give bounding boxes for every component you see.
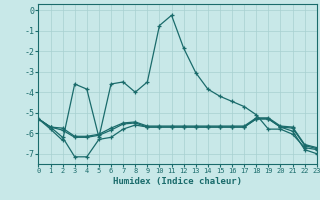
X-axis label: Humidex (Indice chaleur): Humidex (Indice chaleur) — [113, 177, 242, 186]
